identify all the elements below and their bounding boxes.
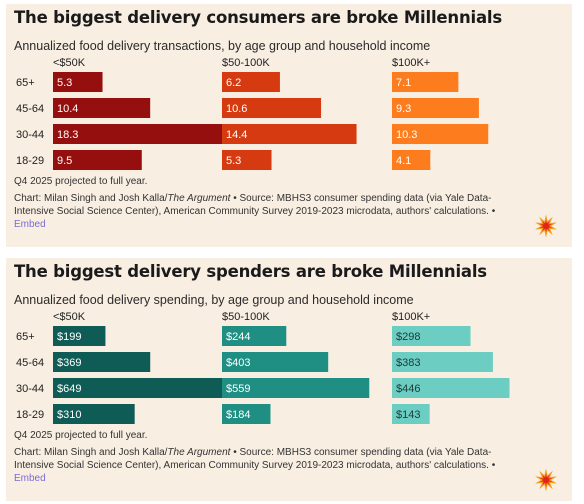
data-label: 14.4 [226,129,247,141]
source-publication: The Argument [167,193,231,204]
bar [392,150,431,170]
series-header: $100K+ [392,57,430,69]
data-label: 10.6 [226,103,247,115]
data-label: 5.3 [226,155,241,167]
bar [222,150,272,170]
bar [53,352,151,372]
data-label: 10.3 [396,129,417,141]
data-label: 6.2 [226,77,241,89]
data-label: $559 [226,383,250,395]
category-label: 30-44 [16,383,44,395]
bar [222,124,357,144]
chart-source: Chart: Milan Singh and Josh Kalla/The Ar… [14,192,529,231]
bar [222,404,271,424]
data-label: $199 [57,331,81,343]
source-publication: The Argument [167,447,231,458]
argument-burst-logo-icon [535,468,557,492]
bar [53,326,106,346]
chart-source: Chart: Milan Singh and Josh Kalla/The Ar… [14,446,529,485]
bar [53,72,103,92]
data-label: 4.1 [396,155,411,167]
category-label: 18-29 [16,155,44,167]
chart-subtitle: Annualized food delivery spending, by ag… [14,293,414,307]
category-label: 30-44 [16,129,44,141]
data-label: $383 [396,357,420,369]
series-header: <$50K [53,311,86,323]
bar [53,98,151,118]
chart-panel-transactions: The biggest delivery consumers are broke… [6,4,572,247]
data-label: 5.3 [57,77,72,89]
data-label: 10.4 [57,103,78,115]
bar [53,378,224,398]
bar [222,378,370,398]
chart-title: The biggest delivery consumers are broke… [14,8,502,27]
data-label: 7.1 [396,77,411,89]
bar [392,72,459,92]
category-label: 45-64 [16,357,44,369]
bar [392,404,430,424]
data-label: 9.3 [396,103,411,115]
argument-burst-logo-icon [535,214,557,238]
bar [392,352,493,372]
data-label: $649 [57,383,81,395]
series-header: $50-100K [222,311,270,323]
bar [53,124,224,144]
source-text: • Source: MBHS3 consumer spending data (… [14,193,496,217]
bar [392,124,489,144]
data-label: $143 [396,409,420,421]
data-label: $298 [396,331,420,343]
bar [392,326,471,346]
bar [222,326,287,346]
data-label: $244 [226,331,250,343]
data-label: $369 [57,357,81,369]
data-label: $184 [226,409,250,421]
source-text: • Source: MBHS3 consumer spending data (… [14,447,496,471]
data-label: 18.3 [57,129,78,141]
category-label: 65+ [16,331,35,343]
embed-link[interactable]: Embed [14,473,46,484]
category-label: 18-29 [16,409,44,421]
bar [222,352,329,372]
series-header: $50-100K [222,57,270,69]
data-label: $446 [396,383,420,395]
chart-note: Q4 2025 projected to full year. [14,176,148,187]
bar [53,150,142,170]
bar [392,98,479,118]
embed-link[interactable]: Embed [14,219,46,230]
bar [53,404,135,424]
source-credit: Chart: Milan Singh and Josh Kalla/ [14,447,168,458]
category-label: 65+ [16,77,35,89]
source-credit: Chart: Milan Singh and Josh Kalla/ [14,193,168,204]
bar [222,72,280,92]
chart-subtitle: Annualized food delivery transactions, b… [14,39,431,53]
series-header: $100K+ [392,311,430,323]
bar [222,98,322,118]
series-header: <$50K [53,57,86,69]
bar [392,378,510,398]
chart-panel-spending: The biggest delivery spenders are broke … [6,258,572,501]
data-label: 9.5 [57,155,72,167]
bar-chart-spending: 65+ 45-64 30-44 18-29 <$50K $199 $369 $649 $310 $… [16,311,510,424]
bar-chart-transactions: 65+ 45-64 30-44 18-29 <$50K 5.3 10.4 18.3 9.5 $50… [16,57,489,170]
category-label: 45-64 [16,103,44,115]
chart-title: The biggest delivery spenders are broke … [14,262,487,281]
data-label: $310 [57,409,81,421]
chart-note: Q4 2025 projected to full year. [14,430,148,441]
data-label: $403 [226,357,250,369]
